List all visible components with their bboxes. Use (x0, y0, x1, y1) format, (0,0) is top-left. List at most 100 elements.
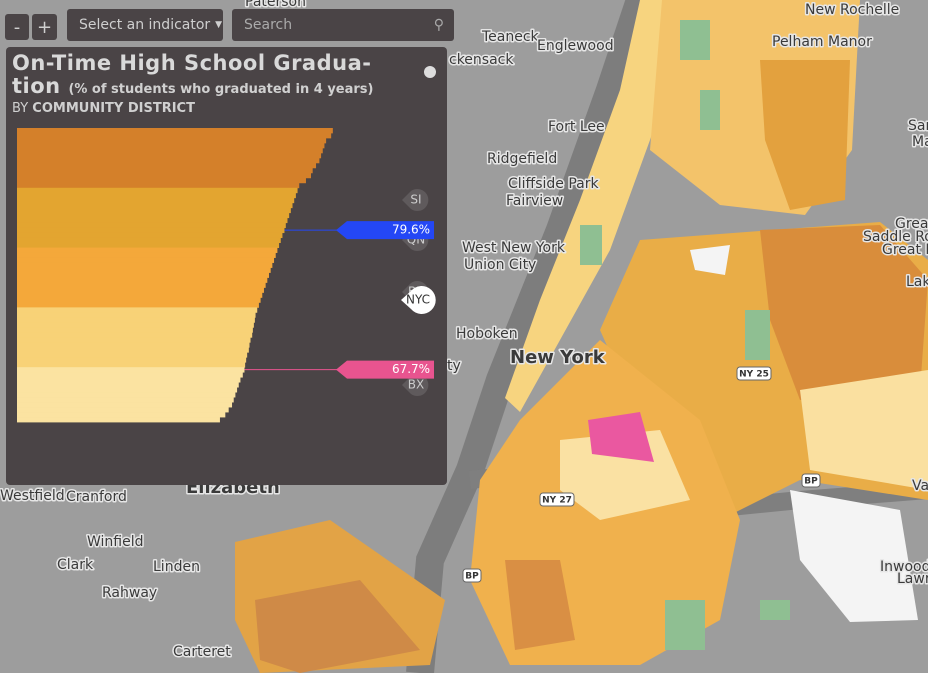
place-label: Ridgefield (487, 151, 557, 167)
borough-label: NYC (406, 293, 430, 307)
bar (17, 402, 233, 408)
airport (690, 245, 730, 275)
place-label: Clark (57, 557, 94, 573)
place-label: ckensack (449, 52, 514, 68)
bar (17, 167, 313, 174)
bar (17, 387, 238, 393)
bar (17, 202, 293, 209)
shield-box (801, 473, 821, 488)
bar (17, 217, 288, 224)
place-label: San (908, 118, 928, 134)
bar (17, 297, 261, 303)
bar (17, 382, 239, 388)
place-label: ty (447, 358, 461, 374)
shield-label: NY 27 (542, 496, 572, 506)
borough-tag (402, 374, 429, 397)
bar (17, 187, 298, 194)
bar (17, 362, 246, 368)
park (680, 20, 710, 60)
bar (17, 222, 286, 229)
place-label: Carteret (173, 644, 231, 660)
shield-label: BP (465, 572, 479, 582)
bar (17, 347, 249, 353)
place-label: Great (895, 216, 928, 232)
park (580, 225, 602, 265)
place-label: Fairview (506, 193, 563, 209)
place-label: New York (510, 347, 606, 368)
district (800, 370, 928, 490)
place-label: New Rochelle (805, 2, 899, 18)
place-label: Rahway (102, 585, 157, 601)
bar (17, 182, 300, 189)
bar (17, 312, 256, 318)
indicator-select[interactable]: Select an indicator ▼ (67, 9, 223, 41)
caret: ▼ (215, 20, 223, 30)
bar (17, 177, 306, 184)
bar (17, 132, 332, 139)
bar (17, 252, 276, 258)
park (665, 600, 705, 650)
bar (17, 377, 241, 383)
borough-tag (402, 189, 429, 211)
place-label: Cliffside Park (508, 176, 599, 192)
bar (17, 407, 229, 413)
bar (17, 412, 226, 418)
bar (17, 162, 317, 169)
place-label: Inwood (880, 559, 928, 575)
bar (17, 317, 255, 323)
park (745, 310, 770, 360)
place-label: Pelham Manor (772, 34, 872, 50)
bar (17, 292, 263, 298)
bar (17, 197, 295, 204)
bar (17, 207, 291, 214)
bar (17, 272, 269, 278)
district (255, 580, 420, 673)
place-label: Union City (464, 257, 536, 273)
zoom-in-button[interactable]: + (32, 14, 57, 40)
bar (17, 392, 236, 398)
airport (790, 490, 918, 622)
highlighted-district (588, 412, 654, 462)
bar (17, 307, 258, 313)
place-label: Linden (153, 559, 200, 575)
bar (17, 192, 296, 199)
district (505, 560, 575, 650)
bar (17, 417, 220, 423)
place-label: Paterson (245, 0, 306, 10)
bar (17, 128, 333, 134)
bar (17, 357, 247, 363)
place-label: Winfield (87, 534, 144, 550)
park (760, 600, 790, 620)
place-label: Cranford (66, 489, 127, 505)
highlight-tag (336, 360, 434, 379)
by-label: COMMUNITY DISTRICT (32, 101, 195, 116)
place-label: Englewood (537, 38, 614, 54)
shield-label: NY 25 (739, 370, 769, 380)
bar (17, 327, 253, 333)
bar (17, 302, 259, 308)
place-label: Hoboken (456, 326, 518, 342)
search-box[interactable]: Search ⚲ (232, 9, 454, 41)
river (406, 0, 654, 673)
borough-label: BX (408, 378, 424, 392)
by-prefix: BY (12, 101, 29, 116)
place-label: Va (912, 478, 928, 494)
panel-title-end: tion (12, 74, 61, 98)
shield-label: BP (804, 477, 818, 487)
bar (17, 137, 327, 144)
legend-panel: On-Time High School Gradua- tion (% of s… (6, 47, 447, 485)
zoom-out-button[interactable]: - (5, 14, 29, 40)
bar (17, 157, 320, 164)
highlight-label: 79.6% (392, 223, 430, 237)
park (700, 90, 720, 130)
bar (17, 247, 278, 253)
place-label: Fort Lee (548, 119, 605, 135)
place-label: Lake (906, 274, 928, 290)
bar (17, 352, 248, 358)
place-label: Teaneck (481, 29, 540, 45)
place-label: Ma (912, 134, 928, 150)
borough-label: SI (410, 193, 421, 207)
info-icon[interactable] (424, 66, 436, 78)
place-label: Great Ne (882, 242, 928, 258)
manhattan (505, 0, 700, 412)
